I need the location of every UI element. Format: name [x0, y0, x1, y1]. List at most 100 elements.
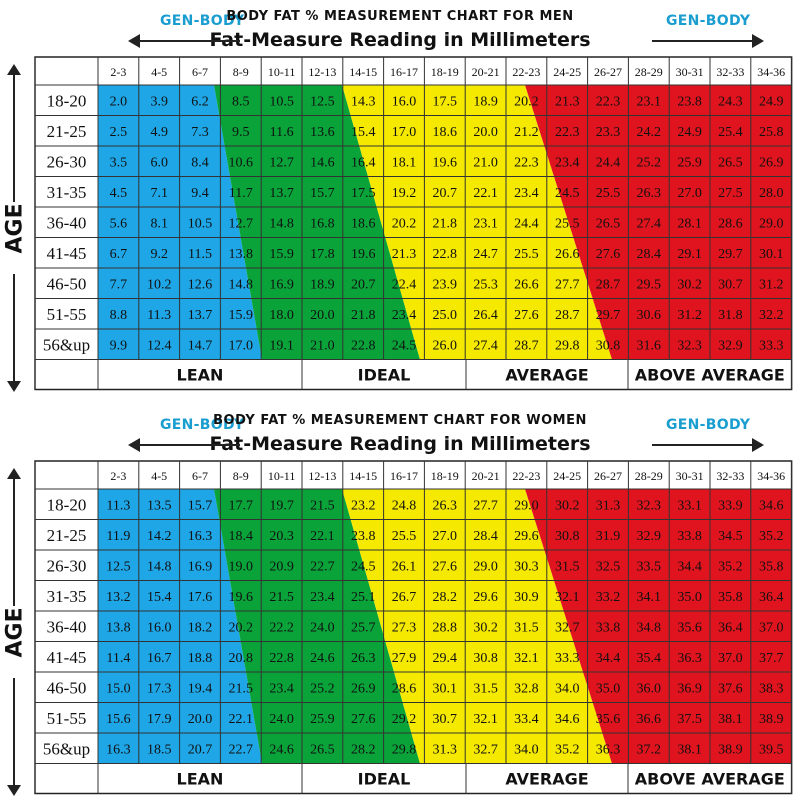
- cell-value: 35.8: [759, 559, 784, 574]
- column-header: 10-11: [268, 469, 296, 483]
- row-header: 18-20: [47, 91, 87, 110]
- brand-logo-left: GEN-BODY: [160, 13, 245, 29]
- cell-value: 25.9: [677, 155, 702, 170]
- cell-value: 37.0: [718, 651, 743, 666]
- cell-value: 26.1: [392, 559, 417, 574]
- cell-value: 15.9: [269, 247, 294, 262]
- row-header: 36-40: [47, 213, 87, 232]
- cell-value: 35.4: [637, 651, 662, 666]
- column-header: 4-5: [151, 65, 167, 79]
- cell-value: 15.7: [310, 186, 335, 201]
- cell-value: 22.3: [514, 155, 539, 170]
- cell-value: 24.5: [351, 559, 376, 574]
- cell-value: 26.6: [555, 247, 580, 262]
- cell-value: 7.7: [110, 277, 128, 292]
- cell-value: 15.4: [351, 125, 376, 140]
- column-header: 24-25: [553, 65, 581, 79]
- cell-value: 31.5: [555, 559, 580, 574]
- cell-value: 30.2: [473, 620, 498, 635]
- cell-value: 16.8: [310, 216, 335, 231]
- cell-value: 27.6: [514, 308, 539, 323]
- cell-value: 32.7: [473, 742, 498, 757]
- cell-value: 28.2: [433, 590, 458, 605]
- cell-value: 7.1: [150, 186, 168, 201]
- cell-value: 29.6: [514, 529, 539, 544]
- cell-value: 31.5: [473, 681, 498, 696]
- cell-value: 33.3: [759, 338, 784, 353]
- cell-value: 31.2: [677, 308, 702, 323]
- cell-value: 20.7: [188, 742, 213, 757]
- cell-value: 24.2: [637, 125, 662, 140]
- cell-value: 35.0: [596, 681, 621, 696]
- category-label: IDEAL: [358, 770, 411, 789]
- cell-value: 26.5: [596, 216, 621, 231]
- cell-value: 32.9: [637, 529, 662, 544]
- cell-value: 37.2: [637, 742, 662, 757]
- cell-value: 20.0: [310, 308, 335, 323]
- cell-value: 36.9: [677, 681, 702, 696]
- cell-value: 36.4: [718, 620, 743, 635]
- cell-value: 34.1: [637, 590, 662, 605]
- cell-value: 29.0: [473, 559, 498, 574]
- cell-value: 26.3: [637, 186, 662, 201]
- cell-value: 6.0: [150, 155, 168, 170]
- cell-value: 10.5: [269, 94, 294, 109]
- cell-value: 20.2: [229, 620, 254, 635]
- cell-value: 26.5: [310, 742, 335, 757]
- cell-value: 36.0: [637, 681, 662, 696]
- cell-value: 35.8: [718, 590, 743, 605]
- cell-value: 21.8: [433, 216, 458, 231]
- cell-value: 25.5: [596, 186, 621, 201]
- cell-value: 22.7: [310, 559, 335, 574]
- column-header: 18-19: [431, 65, 459, 79]
- cell-value: 23.9: [433, 277, 458, 292]
- row-header: 56&up: [43, 335, 90, 354]
- cell-value: 25.2: [310, 681, 335, 696]
- cell-value: 12.5: [310, 94, 335, 109]
- row-header: 31-35: [47, 183, 87, 202]
- row-header: 36-40: [47, 617, 87, 636]
- cell-value: 34.8: [637, 620, 662, 635]
- cell-value: 26.7: [392, 590, 417, 605]
- cell-value: 36.6: [637, 712, 662, 727]
- cell-value: 21.5: [310, 498, 335, 513]
- cell-value: 39.5: [759, 742, 784, 757]
- cell-value: 35.2: [555, 742, 580, 757]
- cell-value: 25.5: [555, 216, 580, 231]
- cell-value: 13.7: [269, 186, 294, 201]
- row-header: 21-25: [47, 122, 87, 141]
- cell-value: 18.0: [269, 308, 294, 323]
- cell-value: 20.2: [392, 216, 417, 231]
- cell-value: 27.0: [677, 186, 702, 201]
- cell-value: 8.1: [150, 216, 168, 231]
- cell-value: 16.7: [147, 651, 172, 666]
- cell-value: 11.5: [188, 247, 212, 262]
- cell-value: 10.2: [147, 277, 172, 292]
- cell-value: 27.4: [637, 216, 662, 231]
- cell-value: 7.3: [191, 125, 209, 140]
- cell-value: 23.1: [637, 94, 662, 109]
- cell-value: 13.8: [229, 247, 254, 262]
- cell-value: 32.7: [555, 620, 580, 635]
- cell-value: 20.0: [473, 125, 498, 140]
- cell-value: 3.9: [150, 94, 168, 109]
- cell-value: 30.2: [555, 498, 580, 513]
- cell-value: 16.0: [392, 94, 417, 109]
- cell-value: 16.3: [106, 742, 131, 757]
- cell-value: 33.8: [677, 529, 702, 544]
- category-label: AVERAGE: [505, 770, 588, 789]
- cell-value: 19.6: [433, 155, 458, 170]
- cell-value: 25.0: [433, 308, 458, 323]
- cell-value: 9.9: [110, 338, 128, 353]
- cell-value: 22.8: [269, 651, 294, 666]
- cell-value: 30.8: [596, 338, 621, 353]
- cell-value: 29.1: [677, 247, 702, 262]
- cell-value: 30.3: [514, 559, 539, 574]
- zone-above-average: [525, 489, 792, 764]
- category-label: IDEAL: [358, 366, 411, 385]
- row-header: 46-50: [47, 274, 87, 293]
- column-header: 8-9: [233, 65, 249, 79]
- cell-value: 19.0: [229, 559, 254, 574]
- cell-value: 11.9: [106, 529, 130, 544]
- cell-value: 31.9: [596, 529, 621, 544]
